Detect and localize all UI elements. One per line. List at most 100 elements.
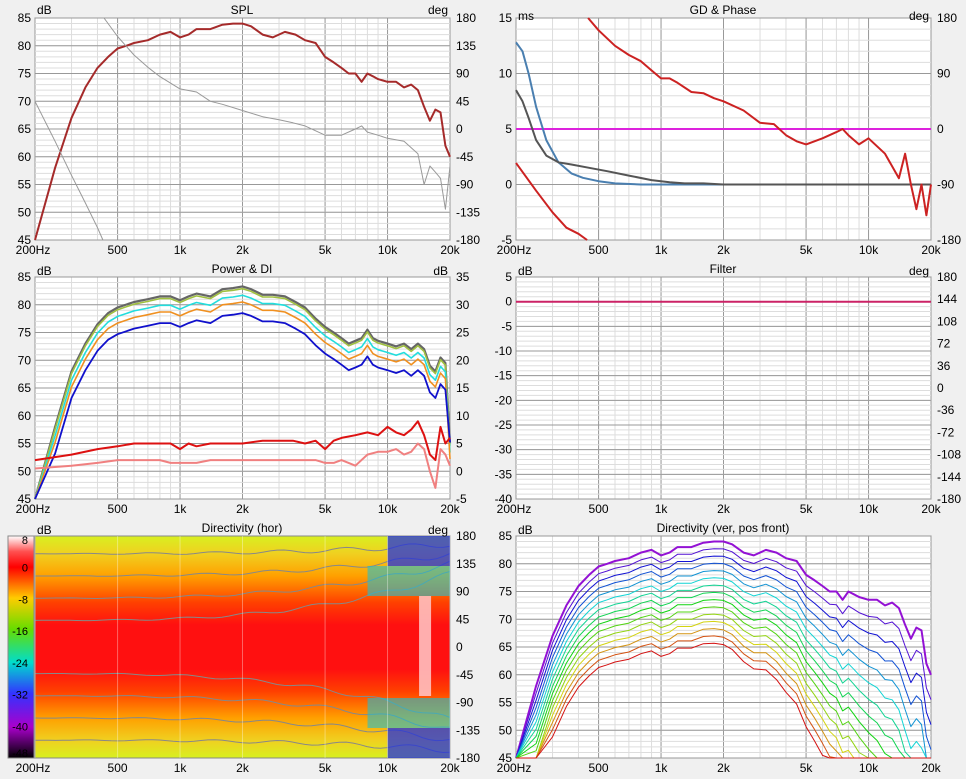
y2-tick-label: 90 (937, 67, 951, 81)
y-tick-label: 80 (18, 298, 32, 312)
series-line-1 (34, 101, 104, 241)
x-tick-label: 20k (440, 243, 460, 257)
y2-tick-label: 135 (456, 39, 476, 53)
y2-tick-label: -135 (456, 723, 480, 737)
y-tick-label: 0 (505, 295, 512, 309)
colorbar-tick-label: -40 (12, 721, 28, 733)
y-tick-label: 45 (18, 492, 32, 506)
y2-tick-label: 90 (456, 67, 470, 81)
x-tick-label: 2k (717, 761, 731, 775)
y2-tick-label: -180 (937, 233, 961, 247)
filter-chart: Filter dB deg 200Hz 500 1k 2k 5k 10k 20k-40-35… (495, 262, 962, 516)
x-tick-label: 5k (800, 502, 814, 516)
x-tick-label: 5k (800, 761, 814, 775)
colorbar-tick-label: -8 (18, 594, 28, 606)
y2-tick-label: 180 (456, 11, 476, 25)
ver-series (515, 540, 932, 759)
y2-tick-label: -144 (937, 470, 961, 484)
y-tick-label: 55 (18, 437, 32, 451)
y-tick-label: 65 (18, 122, 32, 136)
colorbar-tick-label: 8 (22, 535, 28, 547)
y2-tick-label: 45 (456, 612, 470, 626)
y2-tick-label: 10 (456, 409, 470, 423)
dir-hor-right-unit: deg (428, 523, 448, 537)
dir-hor-left-unit: dB (37, 523, 52, 537)
y-tick-label: 10 (499, 67, 513, 81)
x-tick-label: 2k (717, 243, 731, 257)
series-line-6 (34, 442, 451, 489)
y-tick-label: -5 (501, 233, 512, 247)
ver-curve-3 (515, 562, 932, 759)
filter-grid (515, 276, 932, 500)
y-tick-label: 85 (18, 11, 32, 25)
colorbar-tick-label: -16 (12, 626, 28, 638)
y-tick-label: 65 (499, 640, 513, 654)
y2-tick-label: -36 (937, 403, 955, 417)
x-tick-label: 500 (589, 502, 609, 516)
gd-left-unit: ms (518, 9, 534, 23)
ver-curve-2 (515, 555, 932, 759)
colorbar-tick-label: 0 (22, 563, 28, 575)
x-tick-label: 10k (378, 761, 398, 775)
y2-tick-label: -180 (456, 751, 480, 765)
x-tick-label: 1k (655, 502, 669, 516)
gd-ticks: 200Hz 500 1k 2k 5k 10k 20k -5 0 5 10 15 -180 -90 0 90 18… (497, 11, 962, 257)
x-tick-label: 20k (921, 761, 941, 775)
y-tick-label: 45 (499, 751, 513, 765)
directivity-ver-chart: Directivity (ver, pos front) dB 200Hz 500… (497, 521, 942, 775)
heatmap-hf-fade (35, 536, 450, 758)
x-tick-label: 5k (800, 243, 814, 257)
x-tick-label: 200Hz (16, 761, 51, 775)
y2-tick-label: -90 (937, 178, 955, 192)
y-tick-label: 75 (18, 326, 32, 340)
y2-tick-label: -180 (937, 492, 961, 506)
y-tick-label: 75 (18, 67, 32, 81)
directivity-hor-chart: 8 0 -8 -16 -24 -32 -40 -48 Directivity (hor) dB… (7, 521, 480, 775)
y2-tick-label: -108 (937, 448, 961, 462)
x-tick-label: 2k (236, 761, 250, 775)
x-tick-label: 1k (655, 761, 669, 775)
y2-tick-label: 72 (937, 337, 951, 351)
y2-tick-label: 15 (456, 381, 470, 395)
y2-tick-label: 0 (937, 122, 944, 136)
y2-tick-label: 0 (937, 381, 944, 395)
y-tick-label: 60 (18, 150, 32, 164)
y-tick-label: 75 (499, 585, 513, 599)
x-tick-label: 5k (319, 502, 333, 516)
y-tick-label: -30 (495, 443, 513, 457)
y-tick-label: 70 (499, 612, 513, 626)
y-tick-label: 55 (499, 696, 513, 710)
y2-tick-label: 30 (456, 298, 470, 312)
y2-tick-label: 108 (937, 314, 957, 328)
colorbar (7, 535, 35, 759)
dir-ver-ticks: 200Hz 500 1k 2k 5k 10k 20k 45 50 55 60 65 70 75 80 85 (497, 529, 942, 775)
y2-tick-label: 25 (456, 326, 470, 340)
x-tick-label: 500 (589, 243, 609, 257)
y-tick-label: 80 (499, 557, 513, 571)
y2-tick-label: 0 (456, 122, 463, 136)
heatmap-grid (34, 536, 451, 758)
y2-tick-label: 180 (937, 270, 957, 284)
y-tick-label: -40 (495, 492, 513, 506)
x-tick-label: 1k (655, 243, 669, 257)
filter-ticks: 200Hz 500 1k 2k 5k 10k 20k-40-35-30-25-20-15-1… (495, 270, 962, 516)
filter-right-unit: deg (909, 264, 929, 278)
x-tick-label: 10k (859, 502, 879, 516)
power-right-unit: dB (433, 264, 448, 278)
x-tick-label: 20k (440, 502, 460, 516)
spl-right-unit: deg (428, 3, 448, 17)
y2-tick-label: 45 (456, 94, 470, 108)
x-tick-label: 200Hz (497, 243, 532, 257)
series-line-2 (103, 17, 451, 210)
y2-tick-label: -45 (456, 668, 474, 682)
spl-ticks: 200Hz 500 1k 2k 5k 10k 20k 45 50 55 60 65 70 75 80 85 -1… (16, 11, 481, 257)
y-tick-label: 15 (499, 11, 513, 25)
y2-tick-label: -180 (456, 233, 480, 247)
y2-tick-label: 90 (456, 585, 470, 599)
y-tick-label: 0 (505, 178, 512, 192)
dir-ver-title: Directivity (ver, pos front) (657, 521, 790, 535)
dir-ver-left-unit: dB (518, 523, 533, 537)
y2-tick-label: -45 (456, 150, 474, 164)
power-series (33, 285, 452, 500)
